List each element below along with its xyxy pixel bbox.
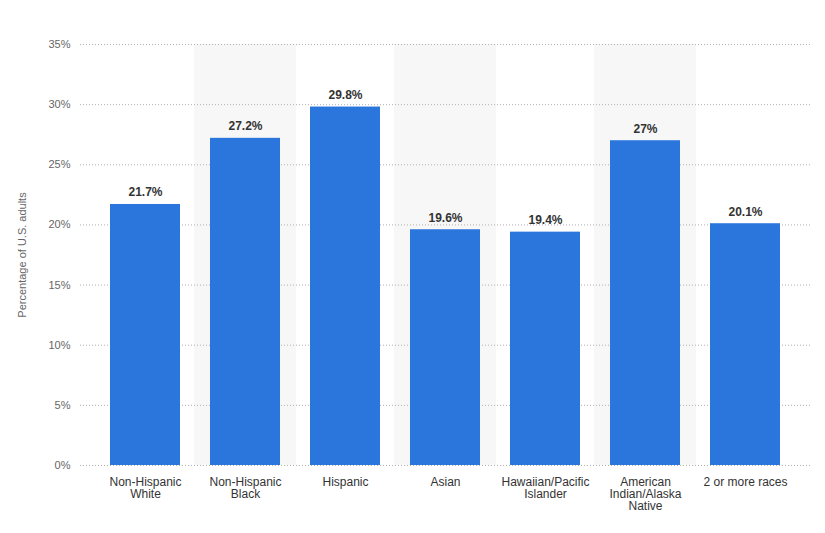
svg-text:15%: 15% bbox=[48, 279, 70, 291]
svg-text:19.6%: 19.6% bbox=[428, 211, 462, 225]
svg-text:27.2%: 27.2% bbox=[228, 119, 262, 133]
svg-text:27%: 27% bbox=[633, 122, 657, 136]
svg-text:21.7%: 21.7% bbox=[128, 185, 162, 199]
svg-text:Hawaiian/PacificIslander: Hawaiian/PacificIslander bbox=[501, 475, 589, 501]
svg-text:AmericanIndian/AlaskaNative: AmericanIndian/AlaskaNative bbox=[609, 475, 681, 513]
svg-text:10%: 10% bbox=[48, 339, 70, 351]
svg-text:30%: 30% bbox=[48, 98, 70, 110]
svg-text:20.1%: 20.1% bbox=[728, 205, 762, 219]
svg-text:25%: 25% bbox=[48, 158, 70, 170]
svg-text:Percentage of U.S. adults: Percentage of U.S. adults bbox=[16, 192, 28, 318]
svg-text:35%: 35% bbox=[48, 38, 70, 50]
svg-text:29.8%: 29.8% bbox=[328, 88, 362, 102]
svg-text:Asian: Asian bbox=[430, 475, 460, 489]
svg-text:5%: 5% bbox=[55, 399, 71, 411]
svg-text:Hispanic: Hispanic bbox=[322, 475, 368, 489]
svg-text:Non-HispanicBlack: Non-HispanicBlack bbox=[209, 475, 281, 501]
svg-text:19.4%: 19.4% bbox=[528, 213, 562, 227]
svg-text:2 or more races: 2 or more races bbox=[703, 475, 787, 489]
svg-text:20%: 20% bbox=[48, 218, 70, 230]
svg-text:Non-HispanicWhite: Non-HispanicWhite bbox=[109, 475, 181, 501]
svg-text:0%: 0% bbox=[55, 459, 71, 471]
